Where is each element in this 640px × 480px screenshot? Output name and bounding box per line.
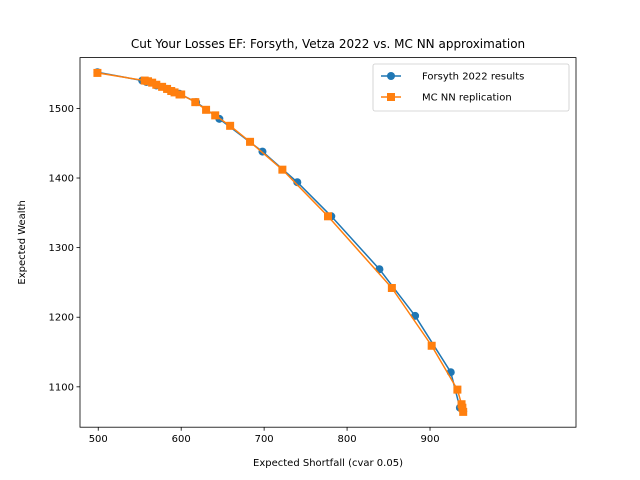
data-point [148, 78, 157, 87]
legend: Forsyth 2022 results MC NN replication [372, 63, 570, 112]
data-point [158, 82, 167, 91]
x-tick-label: 500 [89, 434, 108, 445]
data-point [163, 84, 172, 93]
y-tick-label: 1500 [49, 104, 74, 115]
data-point [458, 403, 467, 412]
x-tick-label: 700 [255, 434, 274, 445]
data-point [293, 178, 302, 187]
y-tick-label: 1200 [49, 313, 74, 324]
data-point [93, 68, 102, 77]
data-point [202, 105, 211, 114]
data-point [278, 165, 287, 174]
data-point [226, 121, 235, 130]
x-axis: 500 600 700 800 900 [89, 427, 440, 445]
y-tick-label: 1400 [49, 174, 74, 185]
x-tick-label: 600 [172, 434, 191, 445]
x-tick-label: 900 [420, 434, 439, 445]
data-point [324, 212, 332, 221]
data-point [453, 385, 462, 394]
data-point [459, 407, 468, 416]
data-point [246, 137, 255, 146]
data-point [211, 111, 220, 120]
legend-label-mc-nn: MC NN replication [422, 93, 512, 104]
x-tick-label: 800 [338, 434, 357, 445]
plot-area [79, 57, 577, 428]
y-axis: 1100 1200 1300 1400 1500 [49, 104, 80, 393]
data-point [191, 98, 200, 107]
legend-box [372, 63, 570, 112]
chart-title: Cut Your Losses EF: Forsyth, Vetza 2022 … [131, 37, 525, 51]
data-point [427, 341, 436, 350]
data-point [152, 80, 161, 89]
data-point [170, 88, 179, 97]
x-axis-title: Expected Shortfall (cvar 0.05) [253, 458, 403, 469]
legend-label-forsyth: Forsyth 2022 results [422, 72, 524, 83]
legend-marker-mc-nn [387, 93, 395, 101]
legend-marker-forsyth [387, 72, 395, 80]
y-tick-label: 1100 [49, 382, 74, 393]
data-point [387, 283, 396, 292]
y-axis-title: Expected Wealth [17, 200, 28, 284]
series-layer [93, 68, 468, 416]
data-point [177, 90, 186, 99]
data-point [144, 77, 153, 86]
y-tick-label: 1300 [49, 243, 74, 254]
